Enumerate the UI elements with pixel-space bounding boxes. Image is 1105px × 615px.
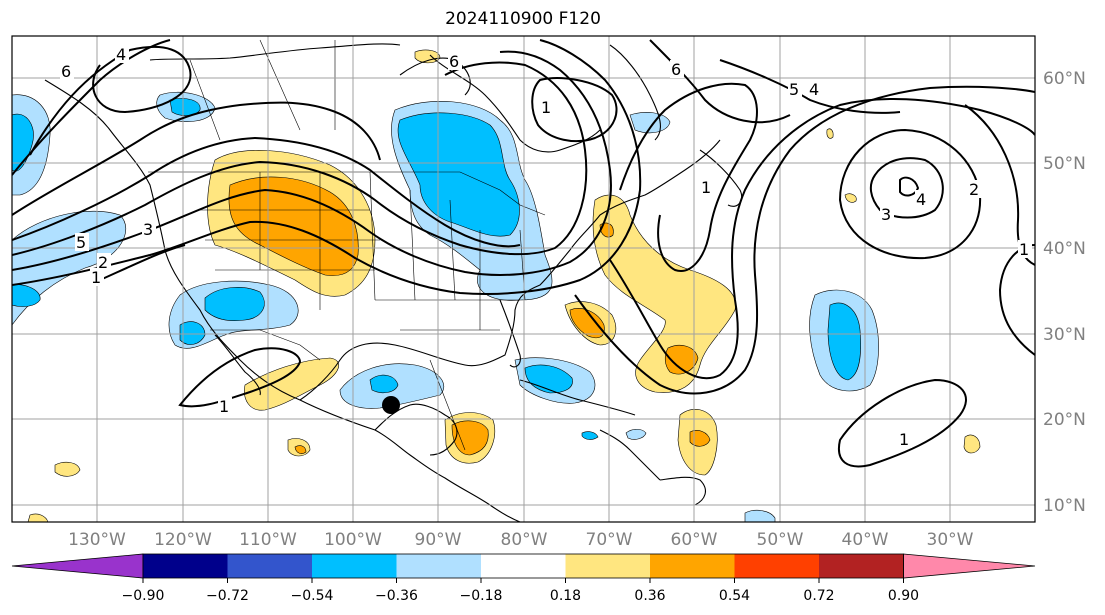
colorbar-tick-label: −0.90 [122,588,165,604]
contour-label-group: 4 6 6 6 5 3 5 2 1 1 1 1 4 3 [60,45,1032,449]
map-frame [11,35,1036,523]
contour-label: 3 [881,205,891,224]
colorbar-segment [481,554,566,578]
colorbar: −0.90 −0.72 −0.54 −0.36 −0.18 0.18 0.36 … [11,553,1036,604]
contour-label: 1 [899,430,909,449]
lon-label: 120°W [154,530,212,550]
contour-label: 5 [789,80,799,99]
colorbar-segment [650,554,735,578]
lat-label: 50°N [1043,154,1086,174]
contour-label: 6 [61,62,71,81]
contour-label: 4 [116,45,126,64]
storm-position-marker [382,396,400,414]
colorbar-extend-left [11,553,144,579]
colorbar-segment [227,554,312,578]
lon-label: 60°W [671,530,718,550]
colorbar-segment [143,554,228,578]
map-area: 4 6 6 6 5 3 5 2 1 1 1 1 4 3 [12,36,1035,522]
lon-label: 80°W [501,530,548,550]
contour-label: 1 [701,178,711,197]
colorbar-tick-label: −0.54 [291,588,334,604]
contour-label: 1 [219,397,229,416]
contour-label: 6 [449,52,459,71]
lat-label: 60°N [1043,69,1086,89]
contour-label: 5 [76,233,86,252]
positive-anomaly-strong [228,176,711,456]
lon-label: 30°W [927,530,974,550]
contour-label: 2 [969,180,979,199]
lat-label: 30°N [1043,325,1086,345]
contour-label: 1 [91,268,101,287]
lat-label: 20°N [1043,410,1086,430]
longitude-labels: 130°W 120°W 110°W 100°W 90°W 80°W 70°W 6… [68,530,974,550]
colorbar-segment [396,554,481,578]
colorbar-tick-label: 0.72 [803,588,834,604]
lon-label: 90°W [415,530,462,550]
lon-label: 70°W [586,530,633,550]
colorbar-segment [565,554,650,578]
lon-label: 100°W [324,530,382,550]
contour-label: 6 [671,60,681,79]
lon-label: 110°W [239,530,297,550]
contour-label: 1 [541,98,551,117]
lon-label: 40°W [842,530,889,550]
colorbar-tick-label: −0.72 [206,588,249,604]
colorbar-tick-label: −0.18 [460,588,503,604]
colorbar-tick-label: 0.36 [634,588,665,604]
colorbar-tick-label: 0.90 [888,588,919,604]
colorbar-tick-label: −0.36 [375,588,418,604]
colorbar-tick-label: 0.18 [550,588,581,604]
lat-label: 10°N [1043,496,1086,516]
colorbar-segment [312,554,397,578]
lat-label: 40°N [1043,239,1086,259]
latitude-labels: 60°N 50°N 40°N 30°N 20°N 10°N [1043,69,1086,516]
contour-label: 3 [143,220,153,239]
contour-label: 4 [916,190,926,209]
map-title: 2024110900 F120 [445,9,601,29]
colorbar-segment [734,554,819,578]
colorbar-tick-label: 0.54 [719,588,750,604]
contour-label: 2 [98,253,108,272]
negative-anomaly-strong [12,98,861,440]
colorbar-segment [819,554,904,578]
contour-label: 4 [809,80,819,99]
lon-label: 50°W [757,530,804,550]
lon-label: 130°W [68,530,126,550]
contour-label: 1 [1019,240,1029,259]
colorbar-extend-right [903,553,1036,579]
